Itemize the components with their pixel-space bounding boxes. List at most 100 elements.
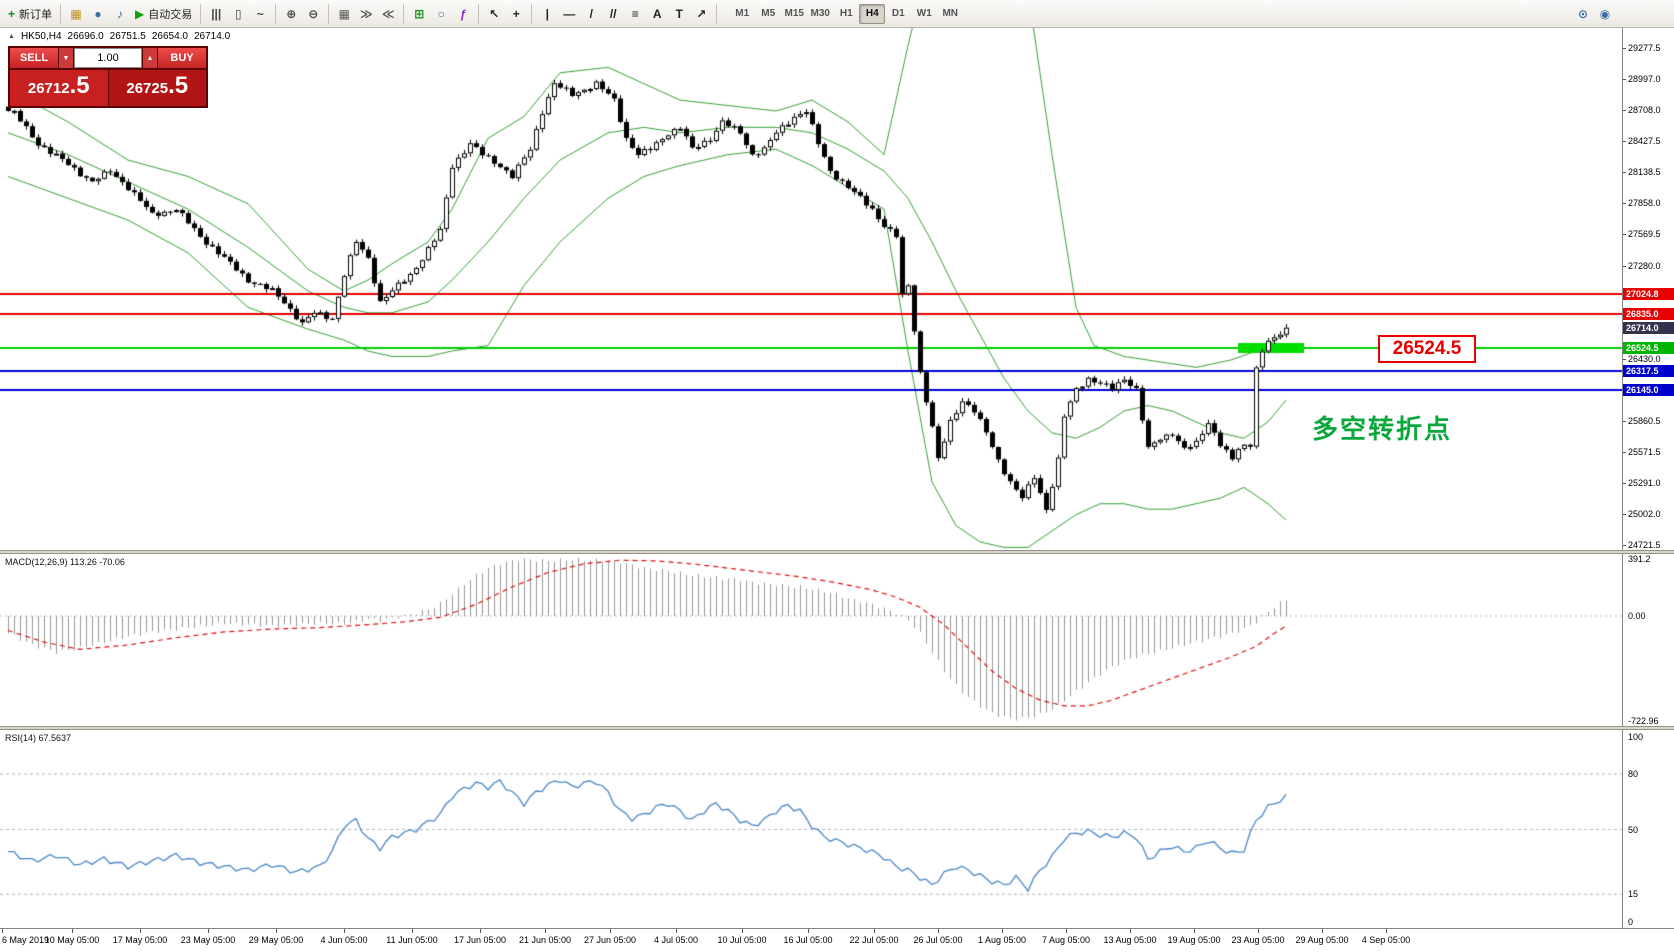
time-axis-tick <box>1066 929 1067 933</box>
community-button[interactable]: ◉ <box>1594 3 1616 25</box>
horizontal-line-icon: — <box>563 6 576 21</box>
rsi-panel-separator[interactable] <box>0 726 1674 730</box>
crosshair-button[interactable]: + <box>505 3 527 25</box>
timeframe-m15-button[interactable]: M15 <box>784 8 804 19</box>
price-axis-label: 26430.0 <box>1628 353 1661 364</box>
indicators-button[interactable]: ƒ <box>452 3 474 25</box>
macd-label: MACD(12,26,9) 113.26 -70.06 <box>5 557 125 567</box>
time-axis-label: 16 Jul 05:00 <box>783 935 833 945</box>
toolbar-separator <box>328 3 330 24</box>
axis-tick <box>1623 202 1626 204</box>
text-button[interactable]: A <box>646 3 668 25</box>
timeframe-m1-button[interactable]: M1 <box>735 8 750 19</box>
zoom-in-button[interactable]: ⊕ <box>280 3 302 25</box>
axis-tick <box>1623 358 1626 360</box>
chart-shift-button[interactable]: ≪ <box>377 3 399 25</box>
axis-tick <box>1623 420 1626 422</box>
bar-chart-button[interactable]: ||| <box>205 3 227 25</box>
search-icon: ⊙ <box>1577 6 1589 21</box>
sell-price-display[interactable]: 26712 .5 <box>10 70 108 106</box>
timeframe-w1-button[interactable]: W1 <box>916 8 932 19</box>
time-axis-label: 19 Aug 05:00 <box>1167 935 1221 945</box>
timeframe-d1-button[interactable]: D1 <box>891 8 905 19</box>
time-axis-label: 23 May 05:00 <box>180 935 236 945</box>
volume-input[interactable] <box>74 48 142 68</box>
level-price-badge: 26317.5 <box>1623 364 1674 377</box>
new-chart-button[interactable]: ⊞ <box>408 3 430 25</box>
arrow-objects-icon: ↗ <box>696 6 707 21</box>
time-axis-label: 21 Jun 05:00 <box>518 935 572 945</box>
fibonacci-button[interactable]: ≡ <box>624 3 646 25</box>
time-axis-label: 10 May 05:00 <box>44 935 100 945</box>
price-axis-label: 25002.0 <box>1628 509 1661 520</box>
zoom-out-icon: ⊖ <box>308 6 319 21</box>
zoom-out-button[interactable]: ⊖ <box>302 3 324 25</box>
axis-tick <box>1623 545 1626 546</box>
axis-tick <box>1623 78 1626 80</box>
horizontal-line-button[interactable]: — <box>558 3 580 25</box>
market-watch-button[interactable]: ● <box>87 3 109 25</box>
axis-tick <box>1623 234 1626 236</box>
volume-increase-button[interactable]: ▲ <box>143 48 157 68</box>
macd-scale-label: 0.00 <box>1628 611 1646 621</box>
profiles-button[interactable]: ○ <box>430 3 452 25</box>
tile-windows-button[interactable]: ▦ <box>333 3 355 25</box>
indicators-icon: ƒ <box>459 6 467 21</box>
channel-button[interactable]: // <box>602 3 624 25</box>
buy-button[interactable]: BUY <box>158 48 206 68</box>
time-axis-label: 4 Jun 05:00 <box>320 935 368 945</box>
timeframe-m5-button[interactable]: M5 <box>761 8 776 19</box>
time-axis[interactable]: 6 May 2019 10 May 05:00 17 May 05:00 23 May… <box>0 928 1674 952</box>
timeframe-h1-button[interactable]: H1 <box>839 8 853 19</box>
level-price-badge: 26835.0 <box>1623 308 1674 321</box>
new-order-icon: + <box>8 6 16 21</box>
rsi-scale-label: 0 <box>1628 917 1634 927</box>
market-watch-icon: ● <box>94 6 102 21</box>
line-chart-button[interactable]: ~ <box>249 3 271 25</box>
time-axis-tick <box>344 929 345 933</box>
time-axis-label: 17 Jun 05:00 <box>453 935 507 945</box>
time-axis-tick <box>480 929 481 933</box>
vertical-line-icon: | <box>545 6 549 21</box>
time-axis-label: 17 May 05:00 <box>112 935 168 945</box>
timeframe-h4-button[interactable]: H4 <box>859 3 886 24</box>
level-price-badge: 26145.0 <box>1623 383 1674 396</box>
price-axis-label: 25291.0 <box>1628 477 1661 488</box>
time-axis-tick <box>1386 929 1387 933</box>
sell-button[interactable]: SELL <box>10 48 58 68</box>
alerts-button[interactable]: ♪ <box>109 3 131 25</box>
vertical-line-button[interactable]: | <box>536 3 558 25</box>
cursor-button[interactable]: ↖ <box>483 3 505 25</box>
new-order-button[interactable]: + 新订单 <box>4 3 56 25</box>
pivot-note-text[interactable]: 多空转折点 <box>1312 414 1453 444</box>
level-price-label[interactable]: 26524.5 <box>1378 335 1476 363</box>
trendline-button[interactable]: / <box>580 3 602 25</box>
candlestick-chart-button[interactable]: ▯ <box>227 3 249 25</box>
level-price-badge: 27024.8 <box>1623 287 1674 300</box>
chart-canvas[interactable] <box>0 28 1622 952</box>
axis-tick <box>1623 48 1626 49</box>
text-label-button[interactable]: T <box>668 3 690 25</box>
price-axis-label: 27569.5 <box>1628 229 1661 240</box>
chart-window-button[interactable]: ▦ <box>65 3 87 25</box>
time-axis-tick <box>938 929 939 933</box>
arrow-objects-button[interactable]: ↗ <box>690 3 712 25</box>
rsi-label: RSI(14) 67.5637 <box>5 733 72 743</box>
autotrading-button[interactable]: ▶ 自动交易 <box>131 3 196 25</box>
chart-region: ▲ HK50,H4 26696.0 26751.5 26654.0 26714.… <box>0 28 1674 952</box>
volume-decrease-button[interactable]: ▼ <box>59 48 73 68</box>
new-order-button-label: 新订单 <box>19 8 53 21</box>
time-axis-label: 27 Jun 05:00 <box>583 935 637 945</box>
rsi-scale-label: 50 <box>1628 824 1639 835</box>
timeframe-m30-button[interactable]: M30 <box>810 8 830 19</box>
macd-panel-separator[interactable] <box>0 550 1674 554</box>
alerts-icon: ♪ <box>117 6 124 21</box>
price-axis[interactable]: 29277.5 28997.0 28708.0 28427.5 28138.5 27858… <box>1622 28 1674 952</box>
search-button[interactable]: ⊙ <box>1572 3 1594 25</box>
time-axis-tick <box>874 929 875 933</box>
timeframe-mn-button[interactable]: MN <box>942 8 959 19</box>
time-axis-label: 7 Aug 05:00 <box>1041 935 1091 945</box>
buy-price-display[interactable]: 26725 .5 <box>108 70 206 106</box>
auto-scroll-button[interactable]: ≫ <box>355 3 377 25</box>
